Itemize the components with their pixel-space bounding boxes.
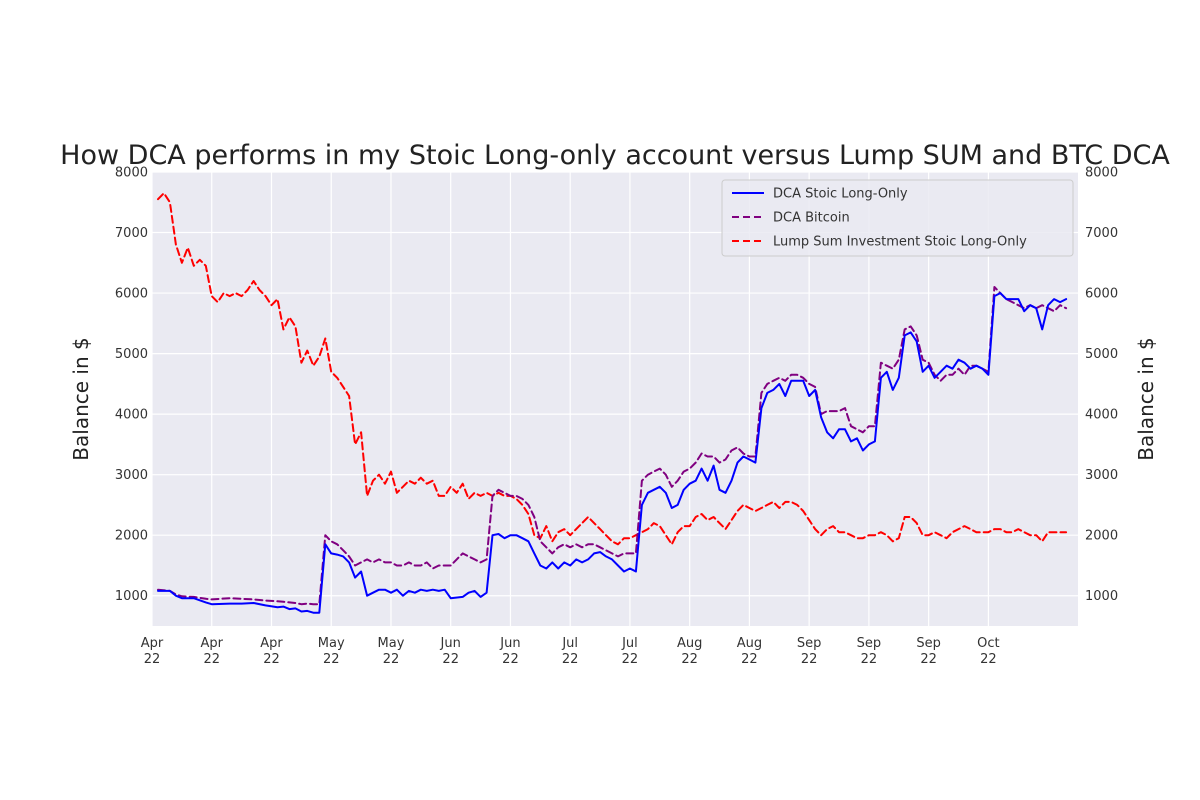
x-tick-label: Aug <box>737 636 762 651</box>
y-axis-right: 1000 2000 3000 4000 5000 6000 7000 8000 <box>1085 166 1118 605</box>
series-lines <box>157 192 1068 614</box>
x-tick-label: 22 <box>861 652 878 667</box>
y-tick-label: 7000 <box>1085 226 1118 241</box>
x-tick-label: 22 <box>681 652 698 667</box>
y-tick-label: 2000 <box>115 529 148 544</box>
legend-label: DCA Bitcoin <box>773 211 850 226</box>
x-tick-label: Sep <box>916 636 941 651</box>
x-tick-label: Oct <box>977 636 999 651</box>
series-line-dca-bitcoin <box>157 286 1068 606</box>
x-tick-label: 22 <box>920 652 937 667</box>
y-tick-label: 7000 <box>115 226 148 241</box>
x-tick-label: 22 <box>801 652 818 667</box>
legend-label: DCA Stoic Long-Only <box>773 187 908 202</box>
chart-title: How DCA performs in my Stoic Long-only a… <box>60 140 1170 171</box>
x-tick-label: Sep <box>857 636 882 651</box>
y-tick-label: 8000 <box>1085 166 1118 181</box>
x-tick-label: 22 <box>502 652 519 667</box>
x-tick-label: Jun <box>499 636 520 651</box>
x-tick-label: Jun <box>440 636 461 651</box>
series-line-dca-stoic-long-only <box>157 292 1068 614</box>
legend: DCA Stoic Long-Only DCA Bitcoin Lump Sum I… <box>721 179 1074 257</box>
x-tick-label: Jul <box>561 636 578 651</box>
y-tick-label: 6000 <box>1085 287 1118 302</box>
y-axis-title-left: Balance in $ <box>69 337 93 460</box>
x-tick-label: 22 <box>741 652 758 667</box>
x-tick-label: 22 <box>144 652 161 667</box>
y-tick-label: 4000 <box>1085 408 1118 423</box>
y-axis-left: 1000 2000 3000 4000 5000 6000 7000 8000 <box>115 166 148 605</box>
x-tick-label: 22 <box>622 652 639 667</box>
x-tick-label: Apr <box>260 636 283 651</box>
x-tick-label: May <box>318 636 345 651</box>
y-tick-label: 1000 <box>115 589 148 604</box>
x-tick-label: Aug <box>677 636 702 651</box>
legend-box <box>721 179 1074 257</box>
x-tick-label: 22 <box>562 652 579 667</box>
y-tick-label: 2000 <box>1085 529 1118 544</box>
x-tick-label: 22 <box>263 652 280 667</box>
x-tick-label: 22 <box>383 652 400 667</box>
y-tick-label: 3000 <box>115 468 148 483</box>
x-tick-label: May <box>378 636 405 651</box>
x-axis: Apr22Apr22Apr22May22May22Jun22Jun22Jul22… <box>141 636 1000 667</box>
y-tick-label: 8000 <box>115 166 148 181</box>
y-tick-label: 6000 <box>115 287 148 302</box>
x-tick-label: Apr <box>200 636 223 651</box>
x-tick-label: 22 <box>442 652 459 667</box>
x-tick-label: Jul <box>621 636 638 651</box>
grid-lines <box>151 171 1078 626</box>
x-tick-label: 22 <box>203 652 220 667</box>
y-tick-label: 5000 <box>115 347 148 362</box>
y-axis-title-right: Balance in $ <box>1134 337 1158 460</box>
x-tick-label: Apr <box>141 636 164 651</box>
y-tick-label: 3000 <box>1085 468 1118 483</box>
x-tick-label: 22 <box>323 652 340 667</box>
x-tick-label: 22 <box>980 652 997 667</box>
x-tick-label: Sep <box>797 636 822 651</box>
y-tick-label: 5000 <box>1085 347 1118 362</box>
legend-label: Lump Sum Investment Stoic Long-Only <box>773 235 1027 250</box>
y-tick-label: 1000 <box>1085 589 1118 604</box>
y-tick-label: 4000 <box>115 408 148 423</box>
series-line-lump-sum-investment-stoic-long-only <box>157 192 1068 546</box>
